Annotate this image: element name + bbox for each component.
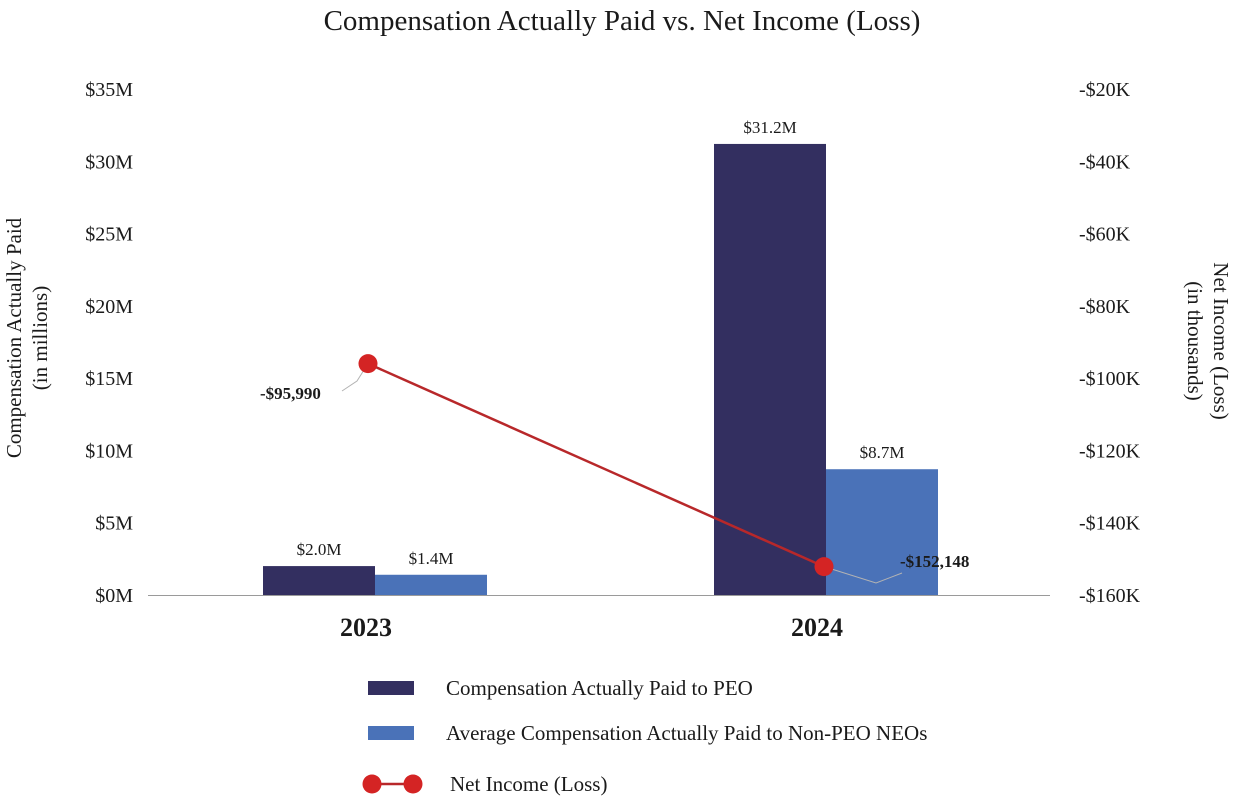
bars <box>263 143 938 596</box>
right-tick-label: -$140K <box>1079 513 1141 535</box>
chart-title: Compensation Actually Paid vs. Net Incom… <box>324 5 921 37</box>
net-income-series: -$95,990 -$152,148 <box>260 354 969 584</box>
legend-swatch-non-peo <box>368 726 414 740</box>
left-axis-title: Compensation Actually Paid <box>2 217 26 458</box>
left-tick-label: $0M <box>95 585 133 607</box>
left-tick-label: $30M <box>85 151 133 173</box>
legend-swatch-peo <box>368 681 414 695</box>
legend-swatch-marker <box>403 774 423 794</box>
left-tick-label: $5M <box>95 513 133 535</box>
right-axis-subtitle: (in thousands) <box>1183 281 1207 401</box>
right-axis-title: Net Income (Loss) <box>1209 262 1233 419</box>
bar-data-label: $31.2M <box>743 118 796 137</box>
net-income-label-2024: -$152,148 <box>900 552 969 571</box>
right-tick-label: -$40K <box>1079 151 1131 173</box>
left-tick-label: $35M <box>85 79 133 101</box>
legend-label: Net Income (Loss) <box>450 772 607 796</box>
bar-peo-2023 <box>263 566 375 595</box>
x-tick-label: 2024 <box>791 613 843 642</box>
x-tick-label: 2023 <box>340 613 392 642</box>
left-tick-label: $20M <box>85 296 133 318</box>
right-tick-label: -$100K <box>1079 368 1141 390</box>
bar-non-peo-2024 <box>826 469 938 595</box>
right-tick-label: -$60K <box>1079 224 1131 246</box>
legend-swatch-marker <box>362 774 382 794</box>
right-axis: -$160K -$140K -$120K -$100K -$80K -$60K -$40K -… <box>1079 79 1141 607</box>
bar-data-label: $2.0M <box>297 540 342 559</box>
legend-label: Compensation Actually Paid to PEO <box>446 676 753 700</box>
net-income-line <box>367 362 825 568</box>
legend: Compensation Actually Paid to PEO Average… <box>362 676 927 796</box>
bar-peo-2024 <box>714 143 826 596</box>
left-axis: $0M $5M $10M $15M $20M $25M $30M $35M <box>85 79 133 607</box>
bar-non-peo-2023 <box>375 574 487 595</box>
right-tick-label: -$80K <box>1079 296 1131 318</box>
callout-leader-2024 <box>823 566 903 584</box>
net-income-label-2023: -$95,990 <box>260 384 321 403</box>
net-income-point-2024 <box>814 557 834 577</box>
bar-data-label: $1.4M <box>409 549 454 568</box>
right-tick-label: -$20K <box>1079 79 1131 101</box>
bar-data-labels: $2.0M $1.4M $31.2M $8.7M <box>297 118 905 568</box>
x-axis: 2023 2024 <box>340 613 843 642</box>
bar-data-label: $8.7M <box>860 443 905 462</box>
net-income-point-2023 <box>358 354 378 374</box>
left-tick-label: $10M <box>85 440 133 462</box>
legend-label: Average Compensation Actually Paid to No… <box>446 721 927 745</box>
left-tick-label: $25M <box>85 224 133 246</box>
right-tick-label: -$120K <box>1079 440 1141 462</box>
left-tick-label: $15M <box>85 368 133 390</box>
right-tick-label: -$160K <box>1079 585 1141 607</box>
left-axis-subtitle: (in millions) <box>28 286 52 390</box>
